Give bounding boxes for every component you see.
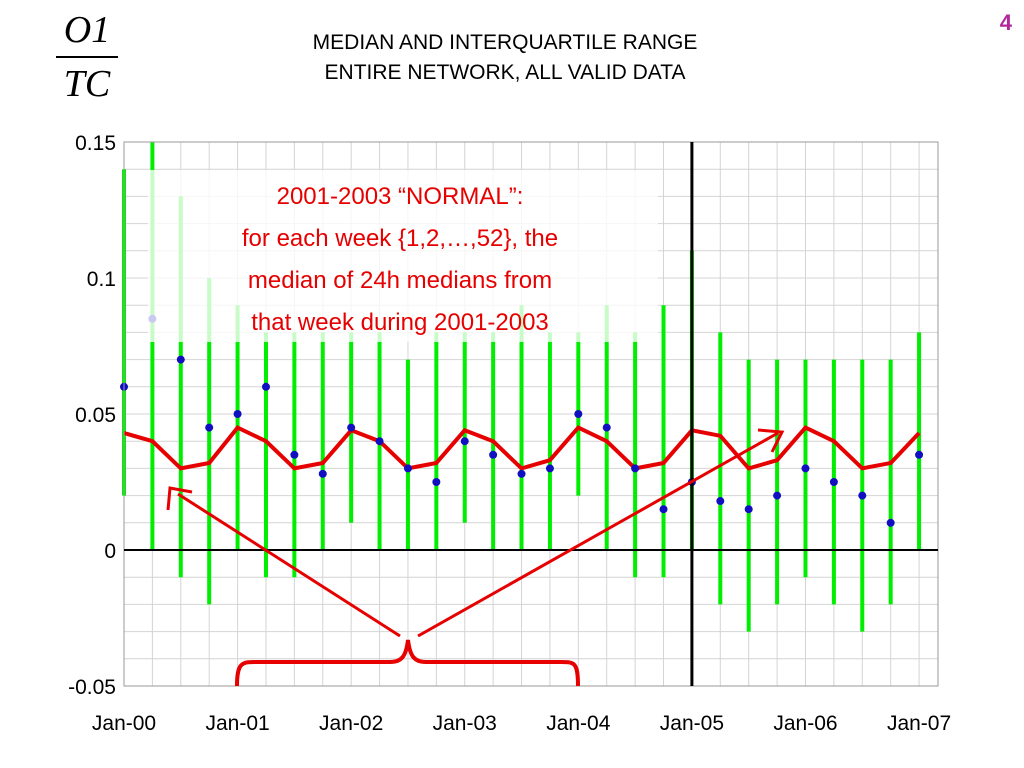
median-point	[602, 423, 611, 432]
x-tick-label: Jan-06	[773, 712, 837, 735]
median-point	[489, 450, 498, 459]
fraction-denominator: TC	[63, 63, 111, 105]
x-tick-label: Jan-03	[433, 712, 497, 735]
axes: -0.05 0 0.05 0.1 0.15 Jan-00 Jan-01 Jan-02 Jan-0…	[68, 132, 951, 735]
fraction-bar	[56, 56, 118, 58]
y-tick-label: 0.05	[75, 404, 116, 427]
arrow-right-line	[417, 431, 779, 638]
median-point	[432, 478, 441, 486]
median-point	[915, 450, 924, 459]
fraction-numerator: O1	[63, 9, 111, 51]
ratio-label: O1 TC	[52, 10, 122, 104]
annotation-line-2: for each week {1,2,…,52}, the	[242, 225, 558, 252]
y-tick-label: 0.15	[75, 132, 116, 155]
median-point	[545, 464, 554, 473]
x-tick-label: Jan-00	[92, 712, 156, 735]
x-tick-label: Jan-04	[546, 712, 611, 735]
median-point	[631, 464, 640, 473]
median-point	[858, 491, 867, 500]
brace-shape	[235, 639, 580, 687]
median-point	[716, 497, 725, 506]
x-tick-label: Jan-02	[319, 712, 383, 735]
median-point	[460, 437, 469, 446]
median-point	[744, 505, 753, 514]
median-point	[347, 423, 356, 432]
x-tick-label: Jan-05	[660, 712, 724, 735]
y-tick-label: 0	[104, 540, 116, 563]
median-point	[233, 410, 242, 418]
annotation-box	[148, 170, 658, 342]
median-point	[773, 491, 782, 500]
annotation-line-3: median of 24h medians from	[248, 267, 552, 294]
median-point	[886, 518, 895, 527]
x-tick-label: Jan-01	[205, 712, 269, 735]
annotation-line-4: that week during 2001-2003	[251, 309, 549, 336]
plot-border	[123, 141, 939, 687]
title-line-2: ENTIRE NETWORK, ALL VALID DATA	[324, 61, 686, 84]
normal-line	[123, 425, 921, 471]
median-point	[318, 469, 327, 478]
median-point	[403, 464, 412, 473]
median-point	[829, 478, 838, 486]
page-number: 4	[999, 10, 1012, 35]
median-point	[517, 469, 526, 478]
median-point	[205, 423, 214, 432]
arrow-left-head	[166, 486, 193, 511]
median-point	[801, 464, 810, 473]
median-point	[290, 450, 299, 459]
title-line-1: MEDIAN AND INTERQUARTILE RANGE	[312, 31, 698, 54]
annotation-overlay: 2001-2003 “NORMAL”: for each week {1,2,……	[148, 170, 785, 687]
chart-title: MEDIAN AND INTERQUARTILE RANGE ENTIRE NE…	[190, 28, 820, 88]
x-tick-label: Jan-07	[887, 712, 951, 735]
median-point	[659, 505, 668, 514]
normal-line-group	[123, 425, 921, 471]
arrow-right-head	[757, 428, 785, 453]
arrow-left-line	[177, 492, 401, 638]
y-tick-label: -0.05	[68, 676, 116, 699]
median-point	[261, 382, 270, 391]
median-point	[375, 437, 384, 446]
median-point	[574, 410, 583, 418]
median-points	[120, 314, 924, 527]
median-point	[176, 355, 185, 364]
y-tick-label: 0.1	[87, 268, 116, 291]
annotation-line-1: 2001-2003 “NORMAL”:	[277, 183, 524, 210]
